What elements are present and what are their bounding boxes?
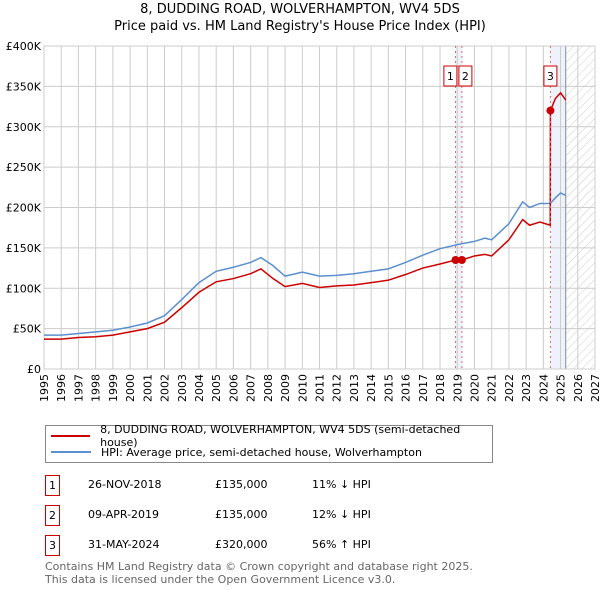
sale-price: £135,000: [215, 478, 268, 491]
x-tick-label: 2010: [296, 374, 309, 402]
x-tick-label: 2004: [193, 374, 206, 402]
x-tick-label: 2026: [572, 374, 585, 402]
y-tick-label: £250K: [6, 161, 42, 174]
sale-row: 2 09-APR-2019 £135,000 12% ↓ HPI: [45, 505, 445, 526]
property-price-line: [44, 91, 567, 340]
x-tick-label: 2012: [331, 374, 344, 402]
sale-label: 3: [547, 70, 554, 83]
y-tick-label: £150K: [6, 242, 42, 255]
sale-number: 2: [45, 505, 60, 526]
x-tick-label: 2021: [486, 374, 499, 402]
legend-swatch-hpi: [51, 451, 91, 453]
x-tick-label: 2018: [434, 374, 447, 402]
sale-label-box: [443, 65, 458, 87]
sale-number: 3: [45, 535, 60, 556]
x-tick-label: 1997: [72, 374, 85, 402]
plot-border: [43, 45, 596, 370]
hpi-line: [44, 192, 567, 336]
x-tick-label: 2013: [348, 374, 361, 402]
x-tick-label: 2000: [124, 374, 137, 402]
sale-hpi-diff: 56% ↑ HPI: [312, 538, 371, 551]
x-tick-label: 2024: [537, 374, 550, 402]
footer-line-2: This data is licensed under the Open Gov…: [45, 573, 396, 586]
x-tick-label: 2003: [176, 374, 189, 402]
sale-hpi-diff: 11% ↓ HPI: [312, 478, 371, 491]
legend-label-hpi: HPI: Average price, semi-detached house,…: [101, 445, 422, 459]
sale-label-box: [458, 65, 473, 87]
y-tick-label: £200K: [6, 202, 42, 215]
x-tick-label: 2023: [520, 374, 533, 402]
sale-date: 09-APR-2019: [88, 508, 160, 521]
x-tick-label: 2002: [159, 374, 172, 402]
legend: 8, DUDDING ROAD, WOLVERHAMPTON, WV4 5DS …: [45, 423, 493, 463]
sale-label-box: [543, 65, 558, 87]
sale-label: 1: [447, 70, 454, 83]
x-tick-label: 2015: [382, 374, 395, 402]
x-tick-label: 2027: [589, 374, 600, 402]
footer-line-1: Contains HM Land Registry data © Crown c…: [45, 560, 473, 573]
legend-swatch-property: [51, 435, 91, 437]
sale-date: 26-NOV-2018: [88, 478, 162, 491]
footer: Contains HM Land Registry data © Crown c…: [45, 560, 473, 586]
y-tick-label: £100K: [6, 282, 42, 295]
x-tick-label: 2006: [227, 374, 240, 402]
y-tick-label: £50K: [13, 323, 42, 336]
plot-area: 1995 1996 1997 1998 1999 2000 2001 2002 2003 2004…: [6, 40, 600, 402]
sale-price: £320,000: [215, 538, 268, 551]
x-tick-label: 2022: [503, 374, 516, 402]
sale-row: 3 31-MAY-2024 £320,000 56% ↑ HPI: [45, 535, 445, 556]
x-tick-label: 2014: [365, 374, 378, 402]
x-tick-label: 2001: [141, 374, 154, 402]
x-tick-label: 2008: [262, 374, 275, 402]
sale-number: 1: [45, 475, 60, 496]
x-tick-label: 1999: [107, 374, 120, 402]
legend-label-property: 8, DUDDING ROAD, WOLVERHAMPTON, WV4 5DS …: [100, 423, 461, 449]
sale-price: £135,000: [215, 508, 268, 521]
x-tick-label: 1995: [38, 374, 51, 402]
sale-point: [546, 106, 555, 115]
sale-point: [451, 255, 460, 264]
x-tick-label: 2016: [400, 374, 413, 402]
x-tick-label: 2009: [279, 374, 292, 402]
sale-date: 31-MAY-2024: [88, 538, 160, 551]
x-tick-label: 2005: [210, 374, 223, 402]
chart-subtitle: Price paid vs. HM Land Registry's House …: [114, 19, 486, 34]
x-tick-label: 2019: [451, 374, 464, 402]
x-tick-label: 1996: [55, 374, 68, 402]
x-tick-label: 2007: [245, 374, 258, 402]
y-tick-label: £350K: [6, 80, 42, 93]
sale-label: 2: [462, 70, 469, 83]
x-tick-label: 2020: [468, 374, 481, 402]
x-tick-label: 2011: [314, 374, 327, 402]
sale-point: [457, 255, 466, 264]
sale-row: 1 26-NOV-2018 £135,000 11% ↓ HPI: [45, 475, 445, 496]
y-tick-label: £0: [27, 363, 41, 376]
x-tick-label: 2025: [555, 374, 568, 402]
x-tick-label: 1998: [90, 374, 103, 402]
chart-title: 8, DUDDING ROAD, WOLVERHAMPTON, WV4 5DS: [140, 2, 460, 17]
x-tick-label: 2017: [417, 374, 430, 402]
y-tick-label: £300K: [6, 121, 42, 134]
sale-hpi-diff: 12% ↓ HPI: [312, 508, 371, 521]
y-tick-label: £400K: [6, 40, 42, 53]
